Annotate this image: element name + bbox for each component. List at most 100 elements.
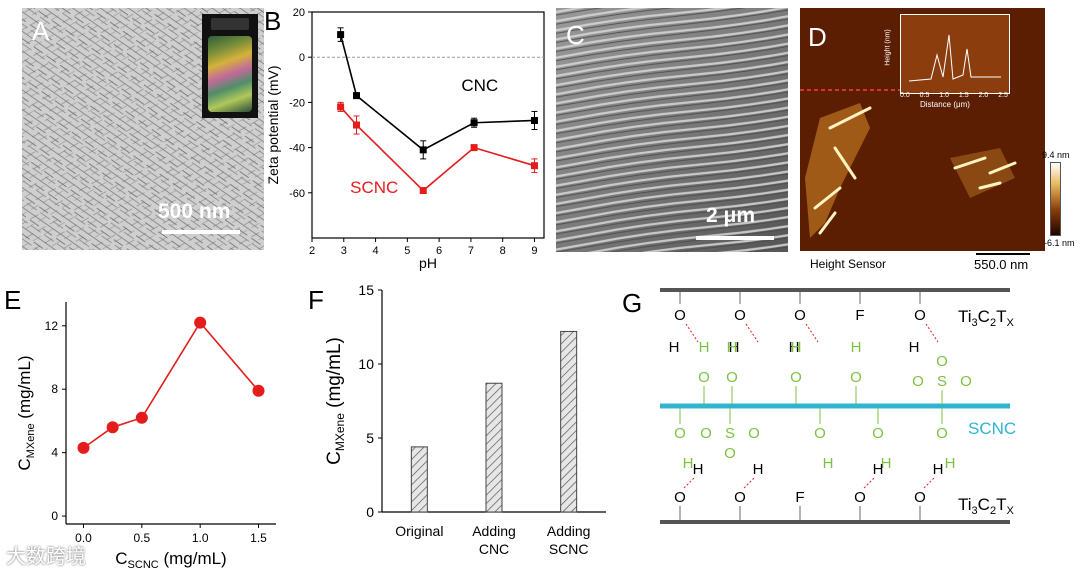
y-tick-label: 15 [358, 282, 374, 298]
bottom-group-atom: O [914, 489, 926, 506]
data-point [77, 441, 90, 454]
y-tick-label: -40 [289, 143, 305, 155]
inset-x-axis-label: Distance (μm) [920, 100, 970, 109]
x-tick-label: 2 [309, 245, 315, 257]
x-tick-label: 1.5 [250, 531, 267, 545]
category-label: SCNC [549, 541, 589, 557]
data-point-scnc [470, 144, 478, 152]
top-group-atom: O [914, 307, 926, 324]
top-hydrogen: H [909, 339, 920, 356]
y-axis-label: CMXene (mg/mL) [15, 355, 37, 470]
vial-photo [202, 14, 258, 118]
scnc-hydrogen-down: H [683, 455, 694, 472]
afm-colorbar [1050, 162, 1061, 236]
scnc-hydrogen-up: H [727, 339, 738, 356]
data-point-scnc [337, 103, 345, 111]
category-label: CNC [479, 541, 509, 557]
x-tick-label: 5 [404, 245, 410, 257]
category-label: Original [395, 523, 443, 539]
data-point [106, 421, 119, 434]
data-point [194, 316, 207, 329]
x-tick-label: 9 [531, 245, 537, 257]
panel-c-scale-bar-label: 2 μm [706, 204, 756, 227]
y-tick-label: 0 [299, 52, 305, 64]
top-group-atom: O [674, 307, 686, 324]
afm-scale-bar [976, 253, 1030, 255]
top-hydrogen: H [789, 339, 800, 356]
data-point-scnc [352, 121, 360, 129]
hydrogen-bond [805, 323, 819, 343]
data-point-cnc [337, 31, 345, 39]
x-axis-label: CSCNC (mg/mL) [115, 549, 226, 571]
panel-g-schematic: G Ti3C2TX Ti3C2TX SCNC O H O H O H F O H H O H O H O H O O S O O… [620, 282, 1080, 573]
data-point-scnc [419, 187, 427, 195]
mxene-bar-svg: F 0 5 10 15 CMXene (mg/mL) Original Adding CNC Ad… [308, 282, 606, 557]
data-point-cnc [419, 146, 427, 154]
layer-bottom-label: Ti3C2TX [958, 495, 1014, 517]
data-point [252, 384, 265, 397]
inset-x-tick: 1.5 [958, 92, 969, 99]
bottom-hydrogen: H [933, 461, 944, 478]
y-tick-label: 4 [51, 446, 58, 460]
y-tick-label: 20 [293, 7, 305, 19]
bottom-group-atom: O [734, 489, 746, 506]
colorbar-min: -6.1 nm [1044, 238, 1075, 248]
layered-film-texture [556, 8, 788, 252]
panel-d-label: D [808, 22, 827, 52]
sulfonate-o: O [724, 445, 736, 462]
bottom-hydrogen: H [873, 461, 884, 478]
x-tick-label: 8 [500, 245, 506, 257]
scnc-hydrogen-down: H [945, 455, 956, 472]
data-point-cnc [352, 92, 360, 100]
sulfonate-o: O [960, 373, 972, 390]
y-tick-label: 0 [366, 504, 374, 520]
sulfonate-o: O [748, 425, 760, 442]
scnc-oxygen-down: O [814, 425, 826, 442]
series-line-cnc [339, 34, 535, 151]
top-group-atom: O [794, 307, 806, 324]
inset-x-tick: 1.0 [939, 92, 950, 99]
afm-scale-bar-label: 550.0 nm [974, 257, 1029, 272]
x-axis-label: pH [419, 255, 437, 271]
x-tick-label: 6 [436, 245, 442, 257]
scnc-oxygen-down: O [674, 425, 686, 442]
panel-d-afm-image: D Height (nm) 0.0 0.5 1.0 1.5 2.0 2.5 Di… [800, 8, 1045, 251]
scnc-oxygen-down: O [872, 425, 884, 442]
zeta-potential-svg: 2 3 4 5 6 7 8 9 20 0 -20 -40 -60 pH Zeta potential (mV… [264, 6, 545, 271]
y-tick-label: -20 [289, 97, 305, 109]
x-tick-label: 0.5 [133, 531, 150, 545]
hydrogen-bond [745, 323, 759, 343]
scnc-oxygen-up: O [726, 369, 738, 386]
bottom-hydrogen: H [693, 461, 704, 478]
height-profile-inset [900, 14, 1010, 94]
inset-y-axis-label: Height (nm) [884, 29, 892, 66]
layer-top-label: Ti3C2TX [958, 307, 1014, 329]
panel-a-scale-bar-label: 500 nm [158, 200, 231, 223]
x-tick-label: 1.0 [192, 531, 209, 545]
panel-e-chart: E 0.0 0.5 1.0 1.5 0 4 8 12 CSCNC (mg/mL) CMXene (m… [0, 282, 300, 573]
y-tick-label: 12 [45, 319, 59, 333]
scnc-hydrogen-down: H [823, 455, 834, 472]
height-profile-svg [908, 34, 1001, 82]
x-tick-label: 3 [341, 245, 347, 257]
legend-scnc: SCNC [350, 178, 398, 197]
inset-x-tick: 0.5 [919, 92, 930, 99]
colorbar-max: 9.4 nm [1042, 150, 1070, 160]
sulfonate-s: S [725, 425, 735, 442]
y-axis-label: CMXene (mg/mL) [324, 337, 347, 465]
watermark: 大数跨境 [6, 544, 86, 568]
hydrogen-bond [925, 323, 939, 343]
panel-a-label: A [32, 16, 50, 46]
sulfonate-o: O [912, 373, 924, 390]
bottom-group-atom: O [674, 489, 686, 506]
y-tick-label: 10 [358, 356, 374, 372]
scnc-oxygen-up: O [790, 369, 802, 386]
panel-b-zeta-chart: 2 3 4 5 6 7 8 9 20 0 -20 -40 -60 pH Zeta potential (mV… [264, 0, 556, 280]
inset-x-tick: 2.0 [978, 92, 989, 99]
x-tick-label: 4 [372, 245, 378, 257]
panel-f-label: F [308, 285, 324, 315]
hydrogen-bond [683, 477, 695, 489]
sulfonate-s: S [937, 373, 947, 390]
y-axis-label: Zeta potential (mV) [265, 65, 281, 184]
